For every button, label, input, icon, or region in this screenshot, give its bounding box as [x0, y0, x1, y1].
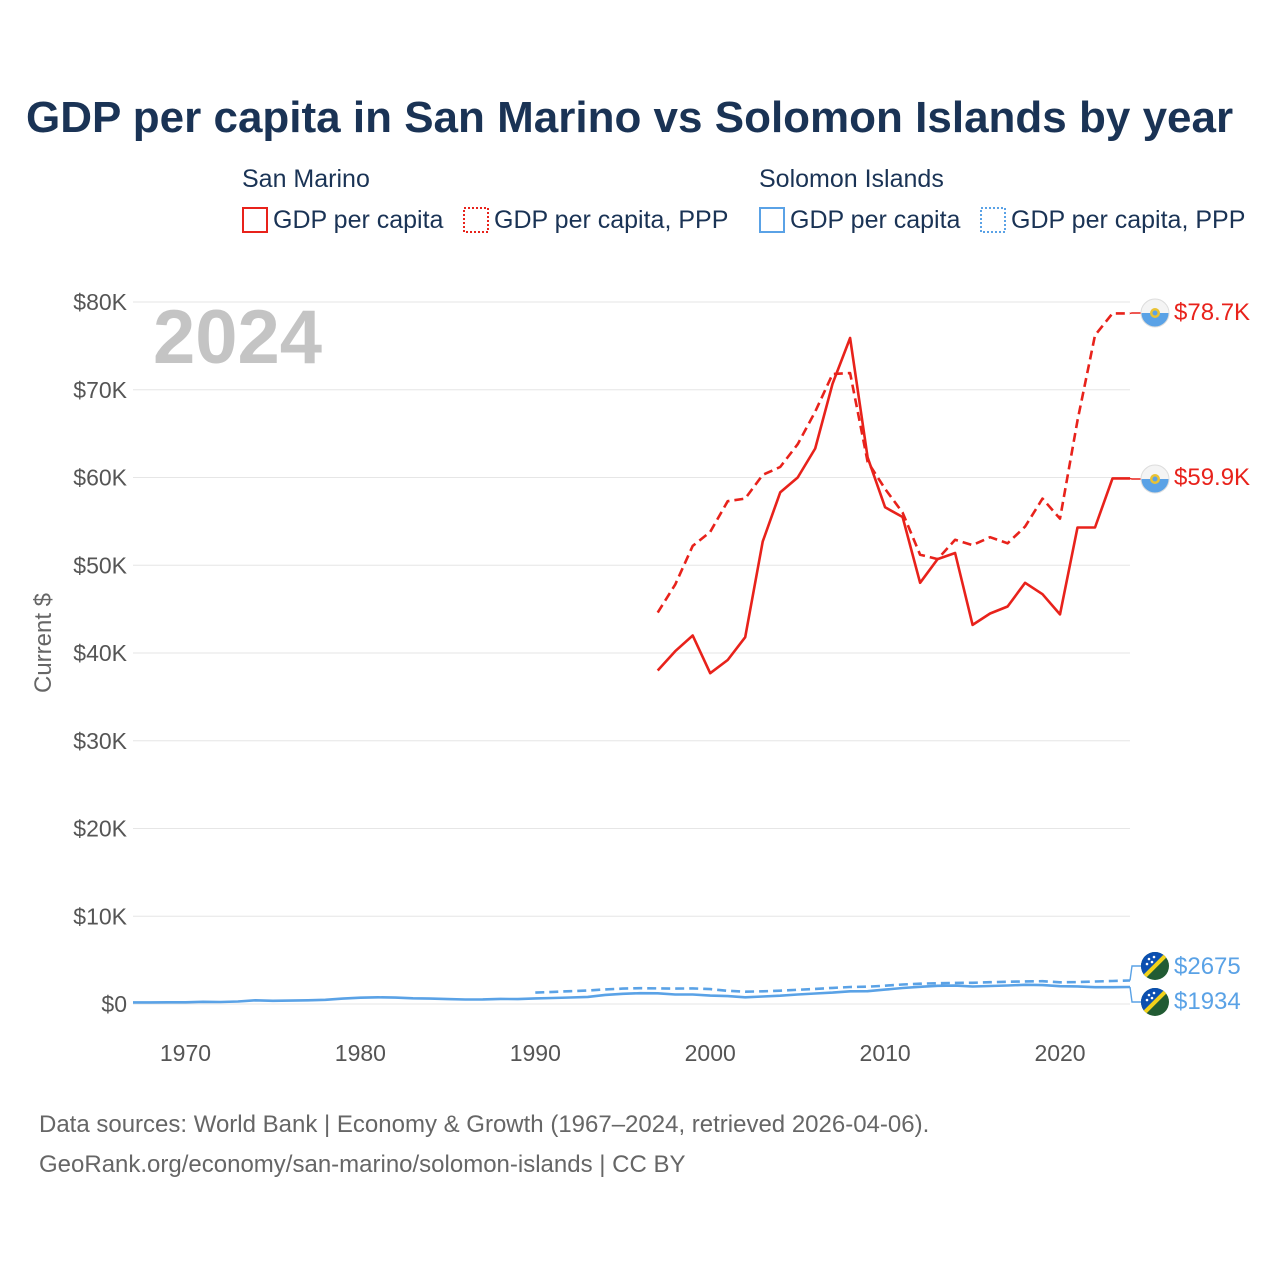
- y-tick-label: $60K: [73, 465, 127, 491]
- series-line-sm_ppp: [656, 312, 1130, 614]
- legend: San Marino GDP per capita GDP per capita…: [242, 165, 1245, 234]
- legend-group-solomon-islands: Solomon Islands: [759, 165, 944, 193]
- legend-swatch-sm-ppp: [463, 207, 489, 233]
- series-lines: [133, 312, 1131, 1004]
- flag-san-marino-icon: [1140, 298, 1170, 328]
- flag-solomon-islands-icon: [1141, 988, 1169, 1016]
- end-connector-sm_gdp: [1129, 477, 1141, 480]
- series-line-si_ppp: [535, 979, 1131, 994]
- flag-san-marino-icon: [1140, 464, 1170, 494]
- end-label-sm-gdp: $59.9K: [1174, 464, 1250, 491]
- y-axis: $0 $10K $20K $30K $40K $50K $60K $70K $80K: [73, 289, 127, 1017]
- legend-swatch-si-ppp: [980, 207, 1006, 233]
- x-axis: 1970 1980 1990 2000 2010 2020: [160, 1040, 1086, 1066]
- y-tick-label: $20K: [73, 816, 127, 842]
- x-tick-label: 2000: [685, 1040, 736, 1066]
- y-tick-label: $70K: [73, 377, 127, 403]
- y-tick-label: $30K: [73, 728, 127, 754]
- end-markers: [1129, 312, 1141, 1003]
- source-line-2: GeoRank.org/economy/san-marino/solomon-i…: [39, 1151, 686, 1178]
- legend-item-si-ppp: GDP per capita, PPP: [1011, 206, 1245, 234]
- year-watermark: 2024: [153, 295, 322, 380]
- x-tick-label: 2010: [860, 1040, 911, 1066]
- end-label-sm-ppp: $78.7K: [1174, 299, 1250, 326]
- y-tick-label: $10K: [73, 903, 127, 929]
- x-tick-label: 1980: [335, 1040, 386, 1066]
- y-tick-label: $40K: [73, 640, 127, 666]
- grid: [133, 301, 1130, 1005]
- legend-swatch-sm-gdp: [242, 207, 268, 233]
- flag-solomon-islands-icon: [1141, 952, 1169, 980]
- y-tick-label: $80K: [73, 289, 127, 315]
- x-tick-label: 1990: [510, 1040, 561, 1066]
- end-connector-si_gdp: [1129, 986, 1141, 1003]
- end-label-si-gdp: $1934: [1174, 988, 1241, 1015]
- y-tick-label: $50K: [73, 552, 127, 578]
- end-connector-si_ppp: [1129, 965, 1141, 981]
- x-tick-label: 2020: [1034, 1040, 1085, 1066]
- legend-item-si-gdp: GDP per capita: [790, 206, 961, 234]
- x-tick-label: 1970: [160, 1040, 211, 1066]
- legend-item-sm-ppp: GDP per capita, PPP: [494, 206, 728, 234]
- end-label-si-ppp: $2675: [1174, 953, 1241, 980]
- legend-group-san-marino: San Marino: [242, 165, 370, 193]
- y-axis-label: Current $: [30, 593, 57, 693]
- legend-swatch-si-gdp: [759, 207, 785, 233]
- series-line-si_gdp: [133, 983, 1131, 1004]
- y-tick-label: $0: [101, 991, 127, 1017]
- legend-item-sm-gdp: GDP per capita: [273, 206, 444, 234]
- series-line-sm_gdp: [656, 336, 1130, 675]
- source-line-1: Data sources: World Bank | Economy & Gro…: [39, 1111, 929, 1138]
- chart-title: GDP per capita in San Marino vs Solomon …: [26, 93, 1233, 142]
